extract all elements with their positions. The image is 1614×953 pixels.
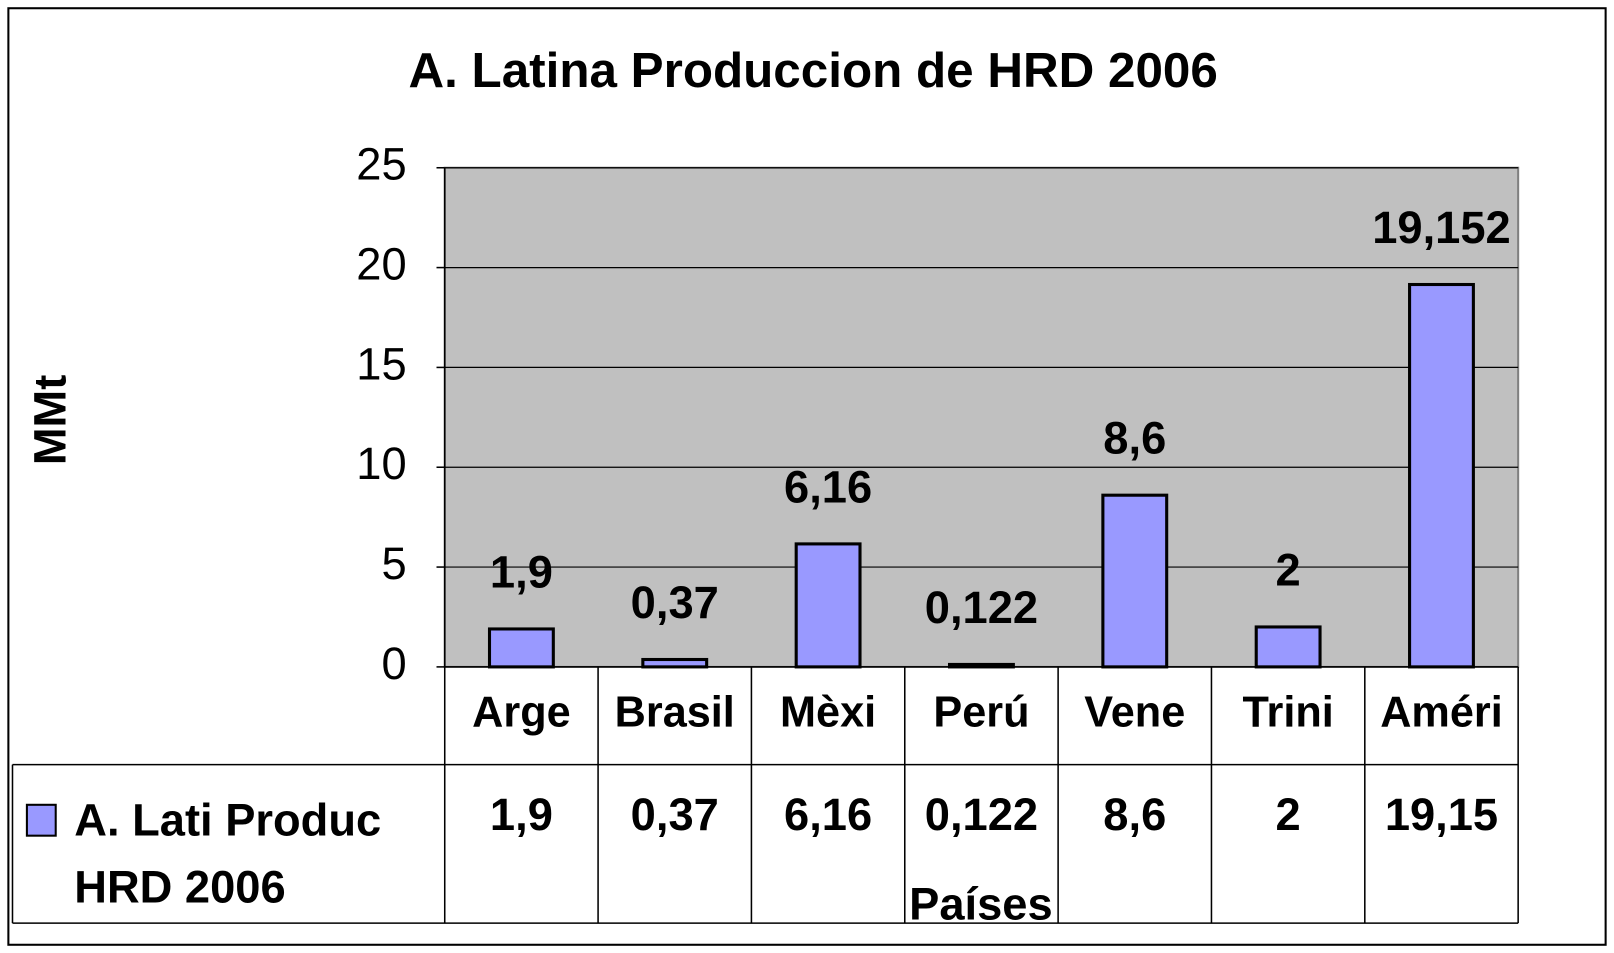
table-value: 2 (1276, 789, 1301, 840)
y-tick-label: 20 (356, 239, 406, 290)
x-tick-label: Mèxi (780, 689, 876, 737)
data-label: 0,122 (925, 582, 1038, 633)
bar (1254, 625, 1322, 669)
data-label: 0,37 (631, 577, 719, 628)
data-label: 1,9 (490, 546, 553, 597)
chart-title: A. Latina Produccion de HRD 2006 (408, 43, 1217, 98)
data-label: 6,16 (784, 461, 872, 512)
y-axis-label: MMt (25, 375, 76, 466)
legend-swatch (25, 803, 57, 837)
table-value: 0,37 (631, 789, 719, 840)
bar (794, 542, 862, 669)
bar (1101, 493, 1169, 669)
table-value: 19,15 (1385, 789, 1498, 840)
legend: A. Lati Produc HRD 2006 (74, 795, 382, 913)
x-tick-label: Trini (1243, 689, 1334, 737)
y-tick-label: 15 (356, 338, 406, 389)
x-tick-label: Brasil (615, 689, 735, 737)
data-label: 8,6 (1103, 413, 1166, 464)
data-label: 19,152 (1372, 202, 1510, 253)
table-value: 6,16 (784, 789, 872, 840)
bar (487, 627, 555, 669)
data-label: 2 (1276, 544, 1301, 595)
table-value: 1,9 (490, 789, 553, 840)
x-tick-label: Arge (472, 689, 570, 737)
legend-label: A. Lati Produc HRD 2006 (74, 795, 382, 913)
y-tick-label: 0 (381, 638, 406, 689)
table-value: 8,6 (1103, 789, 1166, 840)
plot-area: 0 5 10 15 20 25 Arge 1,9 1,9 Brasil 0,37 0,37 Mèxi 6,… (11, 139, 1520, 924)
bar (1408, 282, 1475, 669)
y-tick-label: 25 (356, 139, 406, 190)
plot-background (443, 166, 1520, 668)
y-tick-label: 5 (381, 538, 406, 589)
y-tick-label: 10 (356, 438, 406, 489)
bar (947, 662, 1015, 669)
bar (641, 657, 709, 669)
x-axis-label: Países (909, 879, 1052, 930)
table-value: 0,122 (925, 789, 1038, 840)
x-tick-label: Perú (933, 689, 1029, 737)
x-tick-label: Améri (1380, 689, 1503, 737)
x-tick-label: Vene (1084, 689, 1185, 737)
